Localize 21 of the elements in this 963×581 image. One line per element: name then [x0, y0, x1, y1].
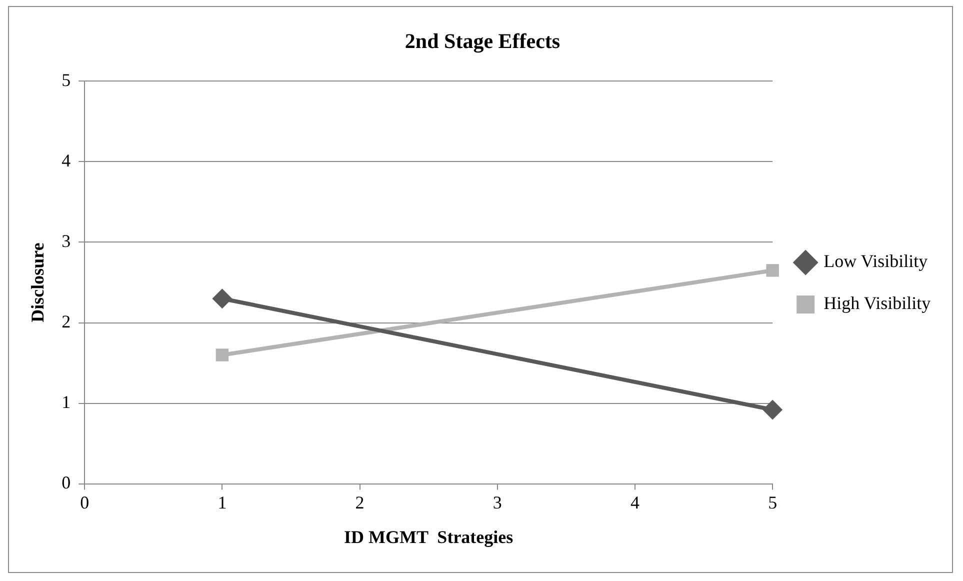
- point: [216, 348, 229, 362]
- point: [766, 264, 779, 277]
- legend-label: High Visibility: [824, 293, 931, 314]
- y-tick-label: 4: [62, 150, 71, 170]
- y-tick-label: 1: [62, 392, 71, 412]
- x-tick-label: 3: [492, 492, 502, 512]
- x-axis-title: ID MGMT Strategies: [344, 526, 514, 547]
- x-tick-label: 2: [355, 492, 364, 512]
- x-tick-label: 1: [218, 492, 227, 512]
- y-tick-label: 2: [62, 311, 71, 332]
- y-tick-label: 0: [62, 472, 71, 493]
- y-tick-label: 5: [62, 70, 71, 90]
- y-axis-title: Disclosure: [27, 242, 48, 322]
- point: [212, 288, 232, 309]
- x-tick-label: 0: [80, 492, 90, 512]
- point: [762, 400, 783, 420]
- x-tick-label: 4: [630, 492, 640, 512]
- x-tick-label: 5: [768, 492, 778, 512]
- y-tick-label: 3: [62, 230, 71, 251]
- legend-label: Low Visibility: [824, 251, 928, 272]
- chart-title: 2nd Stage Effects: [404, 29, 560, 54]
